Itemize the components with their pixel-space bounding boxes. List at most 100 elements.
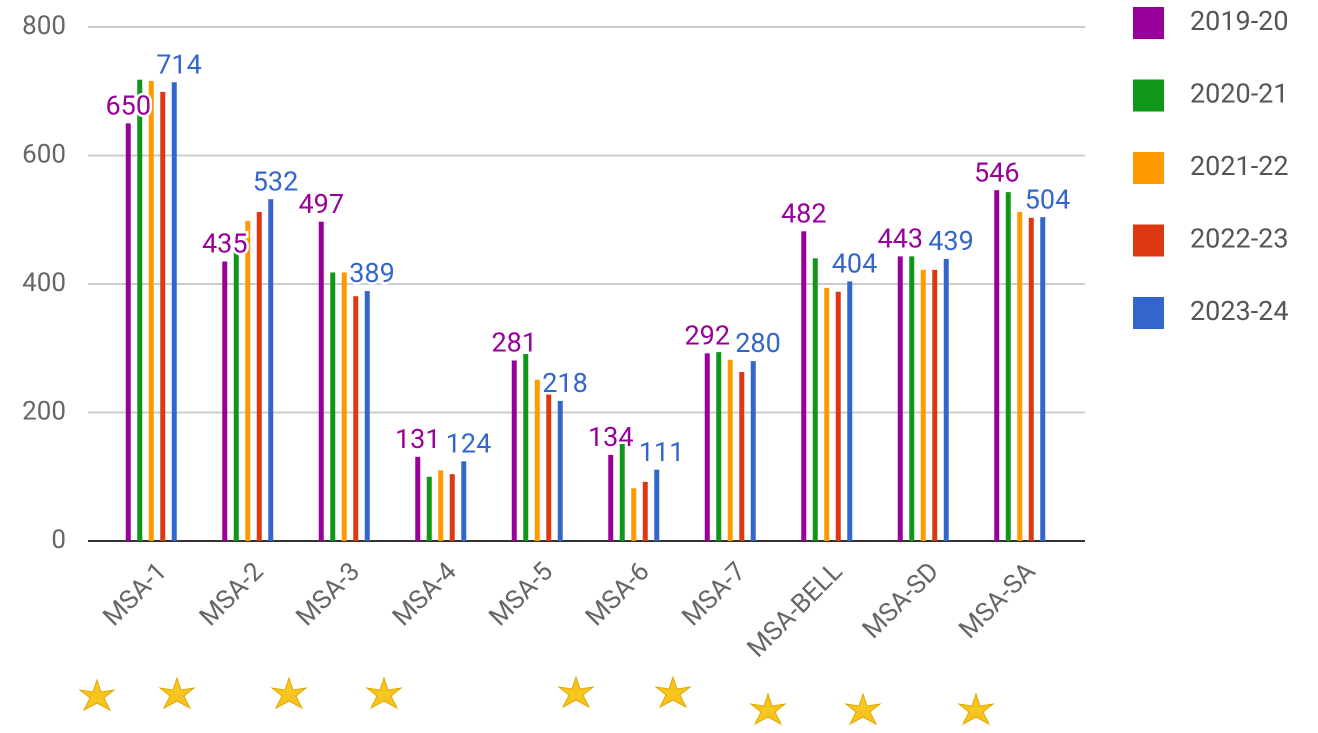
stars: [78, 675, 995, 726]
bar: [716, 352, 722, 541]
bar: [245, 221, 251, 541]
data-label: 111: [639, 436, 685, 468]
legend-swatch: [1133, 152, 1164, 184]
x-tick-label: MSA-5: [483, 557, 559, 633]
bar: [619, 436, 625, 541]
x-tick-label: MSA-BELL: [742, 557, 849, 664]
bar: [415, 456, 421, 541]
bar: [943, 258, 949, 541]
data-label: 497: [298, 188, 344, 220]
bar: [847, 281, 853, 541]
star: [654, 675, 692, 709]
data-label: 292: [684, 320, 730, 352]
bar: [642, 481, 648, 541]
legend-swatch: [1133, 224, 1164, 257]
legend-label: 2019-20: [1190, 5, 1289, 37]
bar: [233, 240, 239, 541]
legend-swatch: [1133, 79, 1164, 112]
bar: [125, 123, 131, 541]
bar: [727, 359, 733, 541]
data-label: 131: [395, 423, 441, 455]
bar: [1028, 217, 1034, 541]
bar: [364, 291, 370, 541]
bar: [318, 221, 324, 542]
data-label: 280: [735, 327, 781, 359]
y-tick-label: 0: [51, 525, 66, 555]
bar: [534, 379, 540, 541]
bar: [739, 372, 745, 541]
y-tick-label: 200: [22, 396, 66, 426]
bar: [654, 469, 660, 541]
star: [844, 692, 882, 726]
bar: [171, 82, 177, 541]
data-label: 435: [202, 228, 248, 260]
bar: [608, 454, 614, 541]
data-label: 546: [974, 156, 1020, 188]
star: [158, 676, 196, 710]
legend-swatch: [1133, 297, 1164, 329]
bar: [824, 287, 830, 541]
bar: [546, 386, 552, 541]
x-tick-label: MSA-4: [387, 556, 463, 632]
x-tick-label: MSA-3: [290, 557, 366, 633]
bar: [426, 476, 432, 541]
x-tick-label: MSA-6: [580, 557, 656, 633]
star: [557, 675, 595, 709]
bar: [438, 470, 444, 541]
x-tick-label: MSA-1: [97, 557, 173, 633]
data-label: 532: [253, 165, 299, 197]
star: [365, 676, 403, 710]
data-label: 443: [877, 222, 923, 254]
x-tick-label: MSA-SA: [953, 557, 1041, 645]
bar: [897, 256, 903, 541]
legend-label: 2020-21: [1190, 78, 1289, 110]
bar: [920, 269, 926, 541]
y-tick-label: 800: [22, 11, 66, 41]
bar: [137, 79, 143, 541]
y-tick-label: 400: [22, 268, 66, 298]
star: [749, 692, 787, 726]
bar: [449, 474, 455, 541]
data-label: 134: [588, 421, 634, 453]
data-label: 218: [542, 367, 588, 399]
legend-label: 2023-24: [1190, 295, 1289, 327]
bar: [631, 488, 637, 541]
bar: [1017, 212, 1023, 542]
bar: [704, 353, 710, 541]
star: [957, 692, 995, 726]
data-label: 504: [1025, 183, 1071, 215]
x-tick-label: MSA-7: [676, 557, 752, 633]
data-label: 439: [928, 225, 974, 257]
x-tick-label: MSA-2: [194, 557, 270, 633]
bar: [909, 256, 915, 541]
bar: [523, 354, 529, 541]
bar: [932, 269, 938, 541]
bar: [1005, 192, 1011, 541]
bar: [341, 272, 347, 541]
bar: [812, 258, 818, 541]
data-label: 389: [349, 257, 395, 289]
bar: [801, 231, 807, 541]
bar: [835, 291, 841, 541]
bar: [750, 361, 756, 541]
data-label: 714: [156, 48, 202, 80]
y-tick-label: 600: [22, 139, 66, 169]
bar: [222, 261, 228, 541]
legend-label: 2022-23: [1190, 223, 1289, 255]
bar: [353, 296, 359, 541]
x-tick-label: MSA-SD: [857, 557, 945, 645]
bar: [994, 190, 1000, 541]
bar: [160, 91, 166, 541]
data-label: 281: [491, 327, 537, 359]
bar: [330, 272, 336, 541]
data-label: 482: [781, 197, 827, 229]
bar: [511, 360, 517, 541]
legend-label: 2021-22: [1190, 150, 1289, 182]
bar: [256, 212, 262, 542]
legend-swatch: [1133, 7, 1164, 39]
data-label: 404: [832, 248, 878, 280]
bar: [1040, 217, 1046, 541]
bar: [268, 199, 274, 541]
bar: [461, 461, 467, 541]
